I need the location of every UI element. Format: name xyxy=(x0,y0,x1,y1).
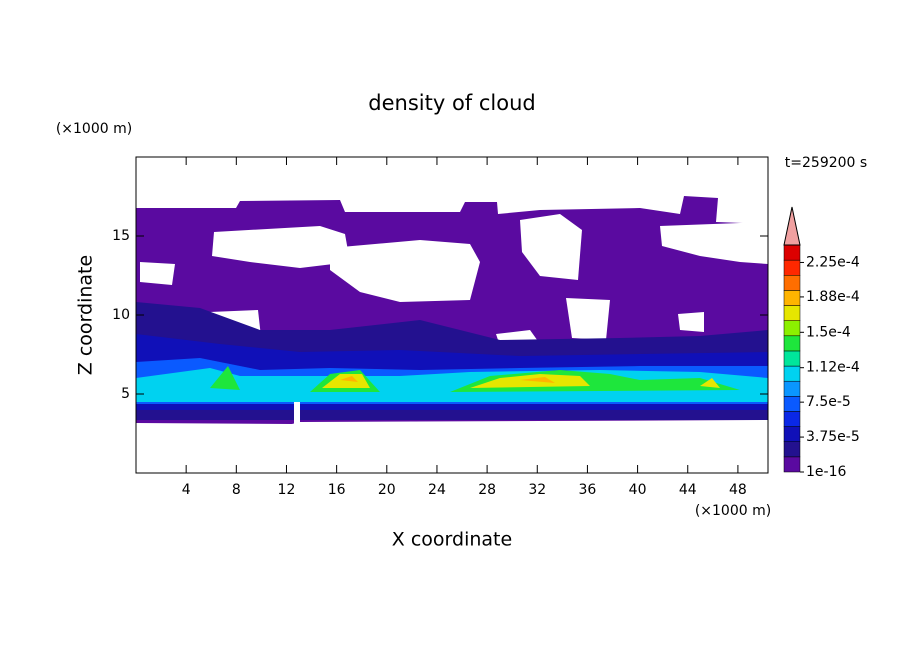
y-tick-label: 15 xyxy=(112,228,130,244)
x-unit: (×1000 m) xyxy=(695,503,771,519)
x-tick-label: 48 xyxy=(729,482,747,498)
colorbar-label: 1e-16 xyxy=(806,464,846,480)
x-axis-label: X coordinate xyxy=(392,529,512,551)
x-tick-label: 20 xyxy=(378,482,396,498)
colorbar-band xyxy=(783,350,801,367)
x-tick-label: 12 xyxy=(278,482,296,498)
colorbar-label: 1.12e-4 xyxy=(806,360,860,376)
colorbar-extend xyxy=(783,206,801,246)
colorbar-band xyxy=(783,244,801,261)
colorbar-band xyxy=(783,335,801,352)
y-tick-label: 5 xyxy=(121,386,130,402)
x-tick-label: 36 xyxy=(579,482,597,498)
colorbar-band xyxy=(783,456,801,473)
field-band xyxy=(136,410,768,420)
x-tick-label: 32 xyxy=(528,482,546,498)
y-axis-label: Z coordinate xyxy=(75,255,97,375)
colorbar-label: 2.25e-4 xyxy=(806,254,860,270)
colorbar-band xyxy=(783,396,801,412)
x-tick-label: 40 xyxy=(629,482,647,498)
colorbar-label: 7.5e-5 xyxy=(806,394,851,410)
x-tick-label: 4 xyxy=(182,482,191,498)
field-hole xyxy=(294,402,300,424)
colorbar-band xyxy=(783,290,801,306)
colorbar-band xyxy=(783,275,801,291)
colorbar-band xyxy=(783,411,801,427)
colorbar-band xyxy=(783,426,801,442)
colorbar-label: 1.88e-4 xyxy=(806,289,860,305)
colorbar-label: 1.5e-4 xyxy=(806,324,851,340)
colorbar-band xyxy=(783,320,801,337)
x-tick-label: 24 xyxy=(428,482,446,498)
y-unit: (×1000 m) xyxy=(56,121,132,137)
colorbar-band xyxy=(783,305,801,321)
chart-title: density of cloud xyxy=(368,91,535,115)
time-label: t=259200 s xyxy=(785,155,867,171)
y-tick-label: 10 xyxy=(112,307,130,323)
field-band xyxy=(322,374,720,388)
contour-field xyxy=(136,196,768,424)
colorbar-band xyxy=(783,441,801,458)
colorbar-band xyxy=(783,259,801,276)
colorbar-band xyxy=(783,365,801,382)
colorbar-band xyxy=(783,380,801,397)
x-tick-label: 16 xyxy=(328,482,346,498)
colorbar-label: 3.75e-5 xyxy=(806,429,860,445)
x-tick-label: 8 xyxy=(232,482,241,498)
x-tick-label: 28 xyxy=(478,482,496,498)
x-tick-label: 44 xyxy=(679,482,697,498)
